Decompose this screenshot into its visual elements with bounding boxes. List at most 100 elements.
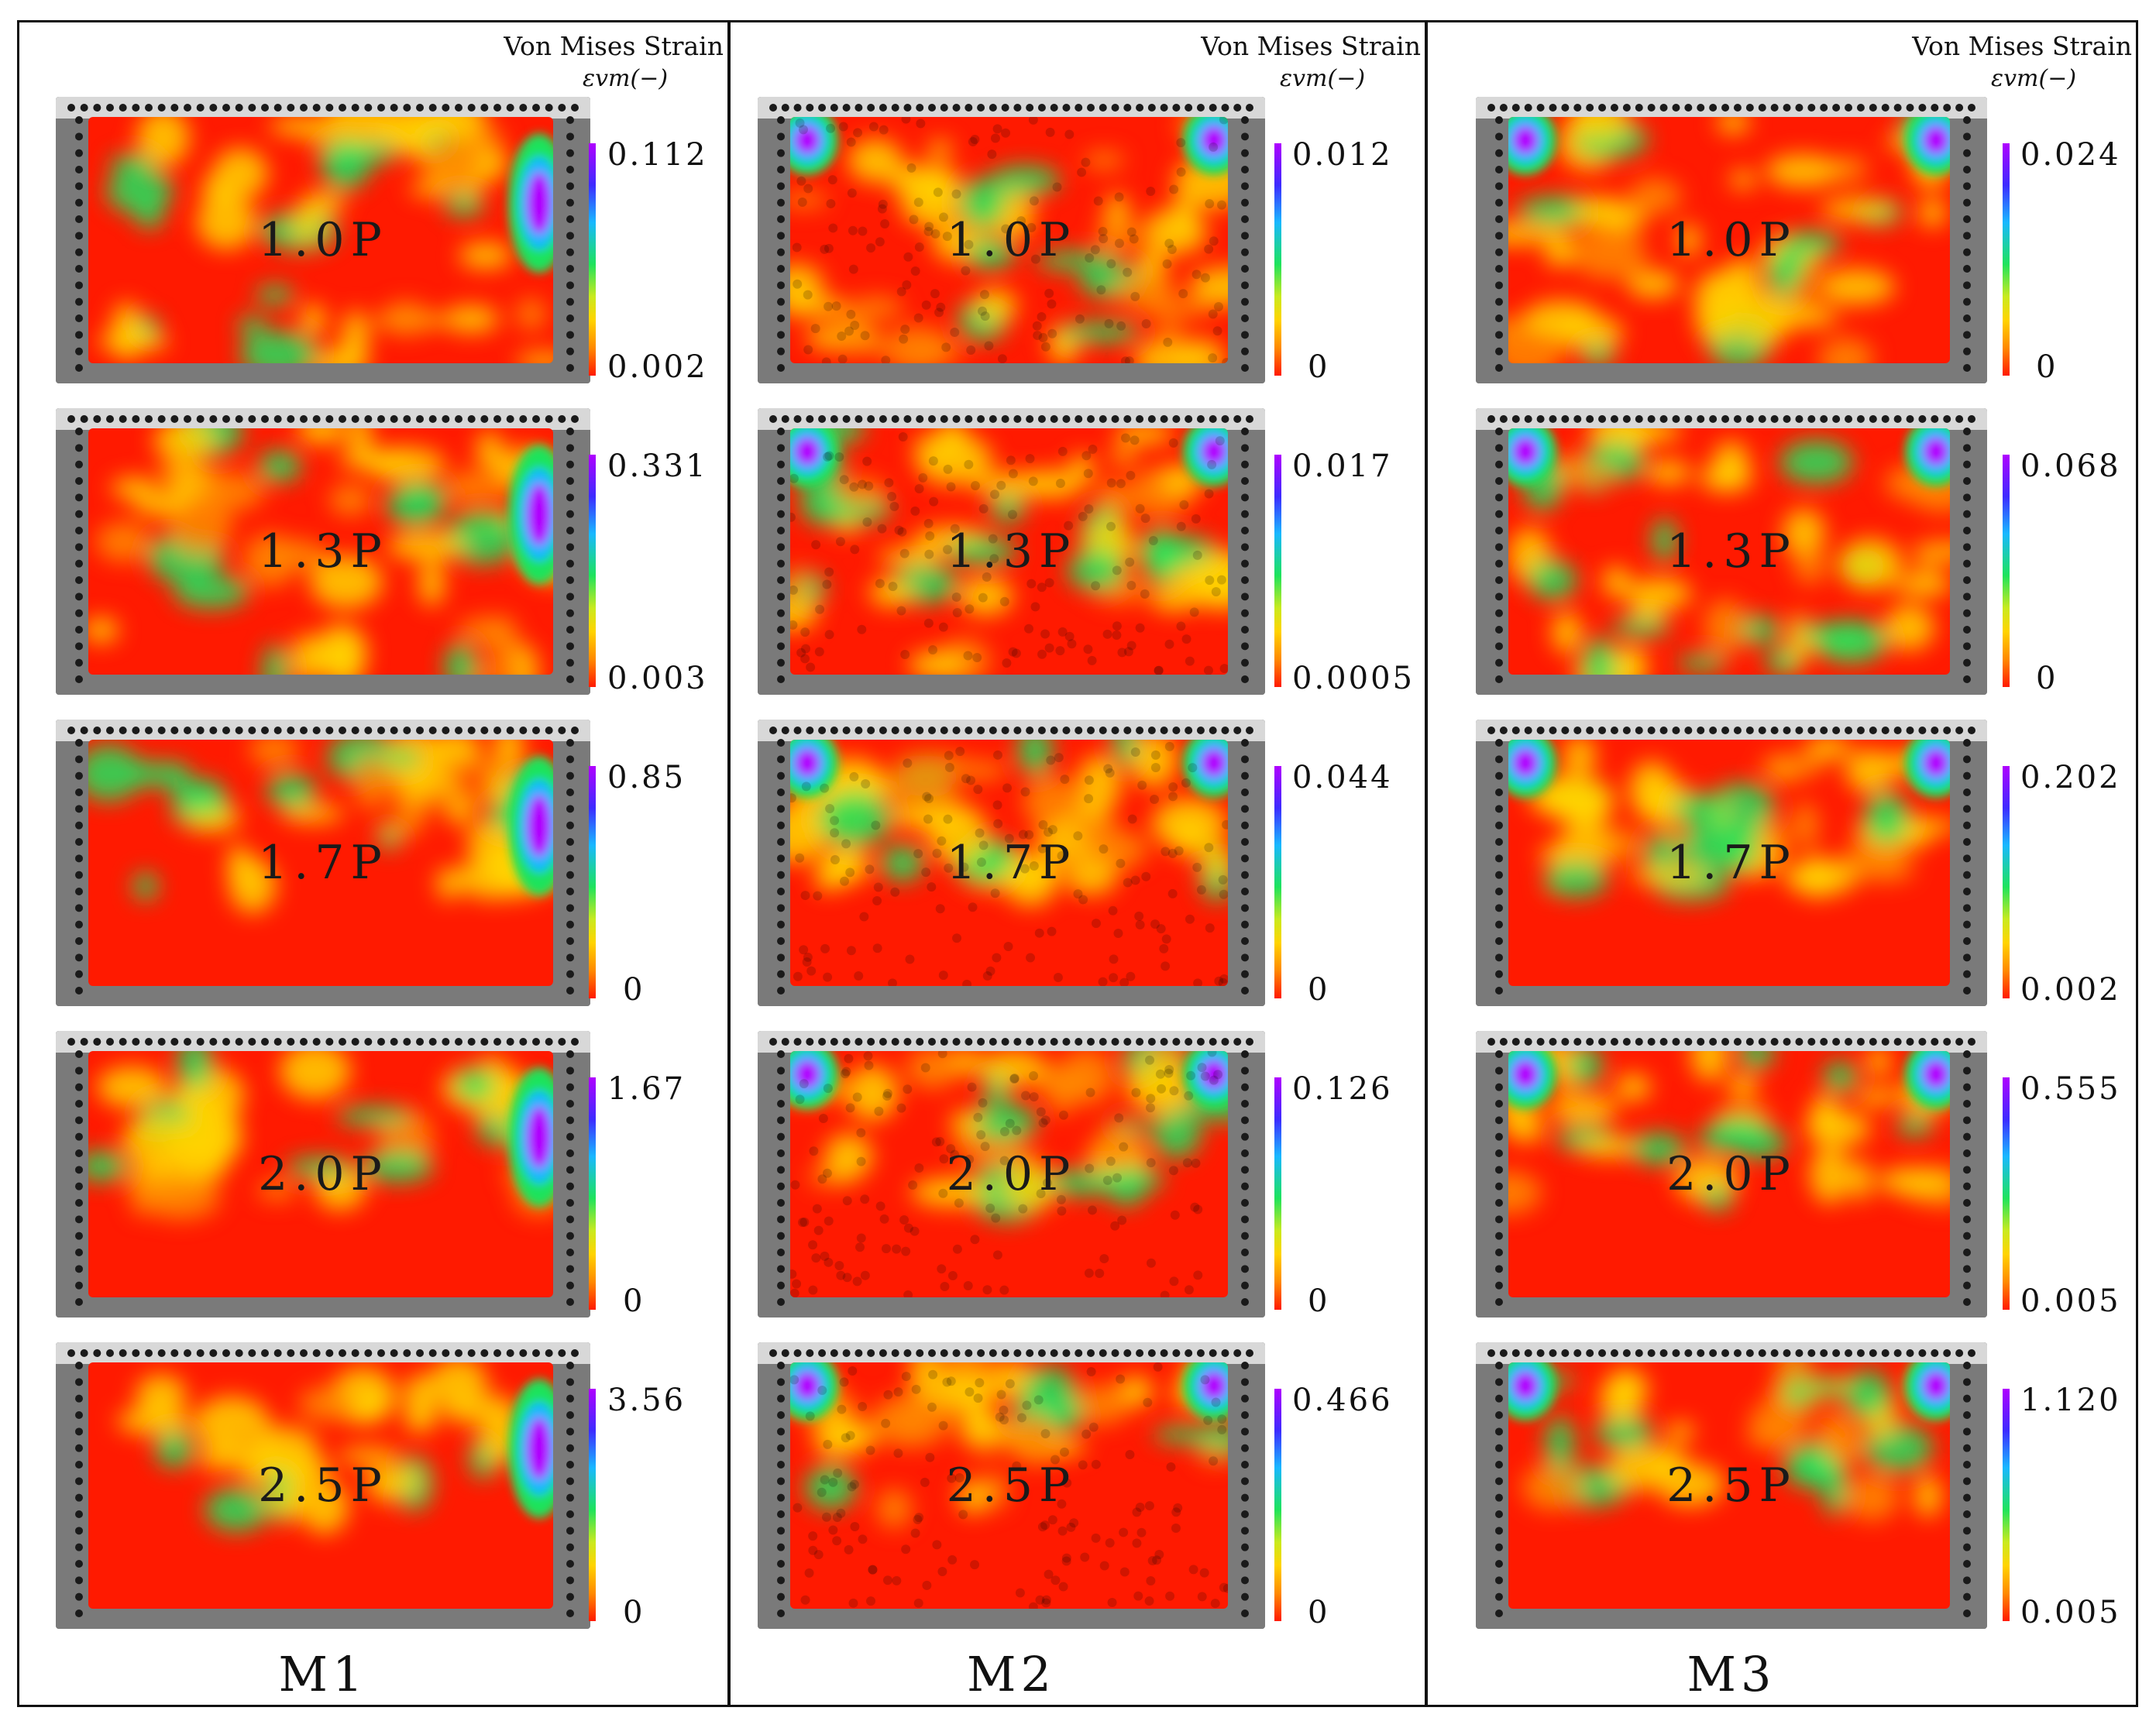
frame-marker-dot	[566, 1609, 574, 1617]
speckle-dot	[848, 1598, 858, 1608]
speckle-dot	[1106, 478, 1116, 488]
speckle-dot	[1205, 923, 1215, 933]
strain-blob	[97, 1066, 167, 1108]
speckle-dot	[943, 464, 953, 474]
frame-marker-dot	[1963, 1576, 1971, 1585]
speckle-dot	[813, 1225, 824, 1235]
frame-marker-dot	[1495, 331, 1503, 339]
speckle-dot	[1026, 579, 1037, 589]
frame-marker-dot	[1241, 642, 1249, 651]
speckle-dot	[1210, 1599, 1220, 1609]
frame-marker-dot	[1820, 104, 1828, 112]
frame-marker-dot	[1241, 527, 1249, 534]
colorbar-title: Von Mises Strain	[504, 31, 724, 61]
frame-marker-dot	[1160, 727, 1168, 734]
frame-marker-dot	[506, 104, 514, 112]
speckle-dot	[802, 957, 812, 967]
speckle-dot	[828, 223, 838, 233]
frame-marker-dot	[1783, 1038, 1791, 1046]
strain-field-svg	[1476, 408, 1987, 695]
frame-marker-dot	[1963, 297, 1971, 306]
frame-marker-dot	[1721, 415, 1730, 423]
frame-marker-dot	[879, 104, 887, 112]
speckle-dot	[1057, 446, 1068, 456]
speckle-dot	[875, 579, 885, 589]
speckle-dot	[1033, 331, 1043, 341]
frame-marker-dot	[351, 104, 359, 112]
speckle-dot	[1052, 182, 1062, 192]
speckle-dot	[928, 645, 938, 655]
speckle-dot	[972, 653, 982, 663]
speckle-dot	[1185, 914, 1195, 924]
frame-marker-dot	[1536, 727, 1545, 734]
strain-blob	[813, 1410, 858, 1459]
speckle-dot	[1176, 138, 1186, 148]
strain-blob	[893, 753, 972, 778]
frame-marker-dot	[566, 904, 574, 912]
speckle-dot	[1125, 1450, 1135, 1460]
frame-marker-dot	[1026, 104, 1034, 112]
speckle-dot	[1032, 321, 1042, 331]
frame-marker-dot	[1963, 821, 1971, 830]
frame-marker-dot	[566, 198, 574, 207]
strain-blob	[259, 1493, 303, 1510]
strain-blob	[1037, 251, 1117, 270]
frame-marker-dot	[75, 1560, 83, 1568]
speckle-dot	[830, 828, 840, 838]
frame-marker-dot	[777, 920, 785, 929]
frame-marker-dot	[493, 415, 501, 423]
frame-marker-dot	[1963, 527, 1971, 534]
frame-marker-dot	[777, 675, 785, 683]
frame-marker-dot	[1196, 104, 1205, 112]
speckle-dot	[1126, 971, 1136, 981]
frame-marker-dot	[1495, 1215, 1503, 1224]
frame-marker-dot	[196, 727, 205, 734]
frame-marker-dot	[566, 1427, 574, 1436]
speckle-dot	[1150, 750, 1161, 760]
speckle-dot	[905, 954, 915, 964]
strain-blob	[122, 1114, 191, 1168]
speckle-dot	[1146, 1576, 1156, 1586]
strain-blob	[428, 135, 484, 190]
frame-marker-dot	[75, 755, 83, 764]
speckle-dot	[942, 232, 952, 242]
frame-marker-dot	[903, 104, 912, 112]
frame-marker-dot	[571, 727, 579, 734]
speckle-dot	[1085, 1163, 1095, 1173]
frame-marker-dot	[1963, 1298, 1971, 1306]
colorbar	[589, 455, 596, 687]
frame-marker-dot	[1963, 460, 1971, 469]
load-level-label: 1.0P	[946, 213, 1077, 267]
strain-blob	[1810, 1145, 1851, 1204]
speckle-dot	[1037, 1522, 1047, 1532]
speckle-dot	[1084, 1268, 1094, 1278]
strain-blob	[377, 817, 423, 837]
speckle-dot	[1102, 629, 1112, 639]
frame-marker-dot	[1511, 415, 1520, 423]
speckle-dot	[882, 1575, 892, 1585]
speckle-dot	[1154, 665, 1164, 675]
frame-marker-dot	[1241, 1067, 1249, 1075]
frame-marker-dot	[777, 1232, 785, 1240]
frame-marker-dot	[248, 104, 256, 112]
frame-marker-dot	[1495, 1050, 1503, 1058]
frame-marker-dot	[1549, 1038, 1557, 1046]
frame-marker-dot	[428, 1038, 437, 1046]
frame-marker-dot	[928, 104, 936, 112]
strain-blob	[298, 1386, 356, 1422]
speckle-dot	[1168, 782, 1178, 792]
speckle-dot	[944, 863, 954, 873]
speckle-dot	[928, 456, 938, 466]
speckle-dot	[947, 1271, 958, 1281]
speckle-dot	[1212, 326, 1222, 336]
frame-marker-dot	[1963, 1427, 1971, 1436]
strain-blob	[281, 804, 344, 823]
speckle-dot	[880, 218, 890, 228]
speckle-dot	[982, 970, 992, 981]
strain-blob	[1787, 613, 1810, 667]
frame-marker-dot	[442, 415, 450, 423]
strain-blob	[1012, 855, 1061, 888]
speckle-dot	[1105, 768, 1115, 778]
frame-marker-dot	[1495, 1527, 1503, 1535]
speckle-dot	[813, 891, 823, 901]
